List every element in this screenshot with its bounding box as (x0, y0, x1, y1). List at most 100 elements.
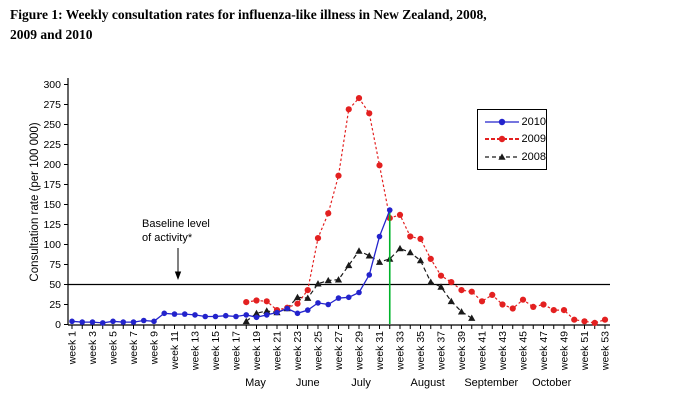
series-2009-point (304, 287, 311, 294)
legend-swatch-2009 (485, 136, 519, 143)
y-tick-label: 300 (43, 79, 61, 91)
x-tick-label: week 35 (415, 331, 427, 371)
series-2008-point (252, 309, 261, 317)
x-tick-label: week 21 (272, 331, 284, 371)
x-tick-label: week 53 (600, 331, 612, 371)
figure-title-line2: 2009 and 2010 (10, 26, 93, 42)
x-tick-label: week 27 (333, 331, 345, 371)
baseline-annotation-line1: Baseline level (142, 218, 210, 230)
x-tick-label: week 17 (231, 331, 243, 371)
series-2009-point (253, 297, 260, 304)
series-2010-point (202, 313, 209, 320)
x-tick-label: week 47 (538, 331, 550, 371)
x-tick-label: week 45 (518, 331, 530, 371)
series-2009-point (437, 272, 445, 279)
series-2010-point (161, 310, 168, 317)
series-2010-point (345, 294, 352, 301)
series-2008-point (437, 283, 445, 290)
y-tick-label: 25 (49, 299, 61, 311)
series-2010-point (356, 289, 362, 296)
series-2008-point (447, 297, 455, 305)
x-tick-label: week 37 (436, 331, 448, 371)
series-2010-point (233, 313, 239, 320)
y-tick-label: 50 (49, 279, 61, 291)
legend-item-2010: 2010 (484, 116, 546, 128)
series-2009-point (458, 287, 465, 294)
x-tick-label: week 29 (354, 331, 366, 371)
baseline-annotation-line2: of activity* (142, 231, 193, 244)
series-2008-point (457, 308, 466, 315)
series-2009-point (571, 316, 578, 323)
series-2009-point (601, 316, 609, 323)
series-2009-point (540, 301, 547, 308)
series-2008-point (334, 276, 343, 283)
y-tick-label: 100 (43, 239, 61, 251)
month-label: October (532, 377, 571, 389)
x-tick-label: week 49 (559, 331, 571, 371)
series-2010-point (386, 207, 393, 213)
series-2009-point (263, 298, 270, 305)
series-2009-point (396, 211, 404, 218)
series-2010-point (212, 313, 219, 320)
series-2010-point (304, 307, 311, 313)
x-tick-label: week 5 (108, 331, 120, 365)
y-tick-label: 150 (43, 199, 61, 211)
x-tick-label: week 1 (67, 331, 79, 365)
series-2008-point (345, 261, 353, 269)
x-tick-label: week 19 (251, 331, 263, 371)
series-2010-point (263, 312, 270, 318)
series-2008-point (406, 248, 414, 256)
y-tick-label: 200 (43, 159, 61, 171)
series-2009-point (530, 303, 537, 310)
baseline-annotation: Baseline level of activity* (142, 218, 210, 246)
y-tick-label: 0 (55, 319, 61, 331)
legend-label-2010: 2010 (521, 115, 546, 128)
series-2009-point (407, 233, 414, 240)
series-2010-point (151, 318, 157, 325)
series-2008-point (375, 258, 384, 265)
figure-title-line1: Figure 1: Weekly consultation rates for … (10, 7, 487, 22)
series-2010-point (140, 317, 147, 324)
series-2009-point (591, 319, 598, 326)
series-2009-point (376, 162, 383, 169)
series-2008-point (263, 307, 271, 314)
series-2008-point (427, 278, 435, 285)
series-2010-point (335, 295, 342, 301)
y-tick-label: 275 (43, 99, 61, 111)
series-2010-point (110, 318, 116, 325)
series-2010-point (171, 311, 178, 317)
x-tick-label: week 51 (579, 331, 591, 371)
series-2010-point (294, 310, 301, 317)
legend-label-2009: 2009 (521, 133, 546, 146)
series-2010-point (376, 233, 383, 240)
series-2009-point (468, 288, 475, 295)
series-2010-point (366, 272, 373, 278)
month-label: June (296, 377, 320, 389)
x-tick-label: week 31 (374, 331, 386, 371)
series-2008-point (293, 293, 302, 301)
series-2009-point (427, 255, 434, 262)
figure-title: Figure 1: Weekly consultation rates for … (10, 5, 686, 44)
series-2009-point (417, 235, 424, 242)
y-axis-label: Consultation rate (per 100 000) (29, 122, 41, 281)
series-2008-point (242, 317, 250, 325)
series-2008-point (468, 314, 476, 321)
y-tick-label: 75 (49, 259, 61, 271)
chart-legend: 2010 2009 2008 (477, 109, 547, 170)
x-tick-label: week 7 (128, 331, 140, 365)
series-2009-point (325, 210, 332, 217)
series-2010-point (315, 300, 321, 306)
series-2009-point (489, 291, 496, 298)
series-2010-point (192, 312, 198, 318)
month-label: July (351, 377, 371, 389)
series-2009-point (519, 296, 527, 303)
series-2010-point (243, 312, 250, 318)
series-2010-point (284, 305, 291, 312)
series-2010-point (253, 314, 260, 321)
series-2009-point (345, 106, 352, 113)
series-2008-point (355, 247, 363, 254)
x-tick-label: week 41 (477, 331, 489, 371)
legend-item-2008: 2008 (484, 151, 546, 163)
